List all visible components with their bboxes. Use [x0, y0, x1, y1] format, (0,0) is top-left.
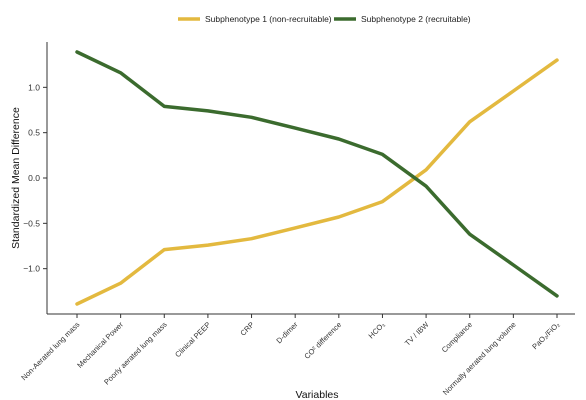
- legend-label-2: Subphenotype 2 (recruitable): [361, 14, 471, 24]
- y-tick-label: −1.0: [23, 264, 40, 274]
- y-ticks: 1.0 0.5 0.0 −0.5 −1.0: [23, 82, 47, 274]
- series-line-1: [75, 58, 559, 306]
- y-tick-label: 0.5: [28, 128, 40, 138]
- x-tick-label: Mechanical Power: [75, 320, 125, 370]
- x-tick-label: TV / IBW: [403, 319, 431, 347]
- x-tick-label: Normally aerated lung volume: [441, 320, 518, 397]
- legend-label-1: Subphenotype 1 (non-recruitable): [205, 14, 332, 24]
- legend: Subphenotype 1 (non-recruitable) Subpheno…: [178, 14, 471, 24]
- y-tick-label: 0.0: [28, 173, 40, 183]
- y-axis-title: Standardized Mean Difference: [10, 107, 22, 249]
- x-tick-label: D-dimer: [274, 320, 300, 346]
- x-tick-label: PaO₂/FiO₂: [530, 320, 561, 351]
- x-tick-label: HCO₃: [367, 320, 387, 340]
- x-tick-label: Clinical PEEP: [173, 320, 212, 359]
- x-tick-label: CRP: [238, 320, 256, 338]
- x-tick-label: Compliance: [440, 320, 474, 354]
- x-axis-title: Variables: [296, 389, 339, 400]
- x-tick-label: Non-Aerated lung mass: [19, 320, 81, 382]
- y-tick-label: −0.5: [23, 218, 40, 228]
- y-tick-label: 1.0: [28, 82, 40, 92]
- x-tick-label: CO² difference: [302, 320, 343, 361]
- series-line-2: [75, 50, 559, 298]
- series-lines: [75, 50, 559, 306]
